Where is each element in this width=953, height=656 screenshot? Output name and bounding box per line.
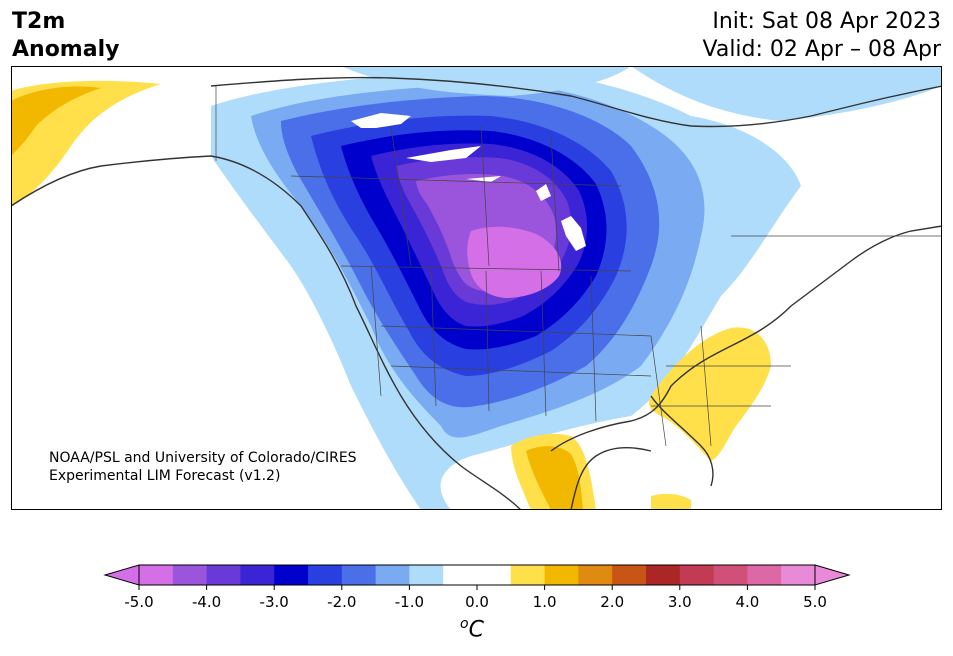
warm-anomaly-southeast xyxy=(649,327,771,461)
colorbar-ticks: -5.0 -4.0 -3.0 -2.0 -1.0 0.0 1.0 2.0 3.0 4.0 5.0 xyxy=(124,585,827,611)
cold-anomaly-level-9 xyxy=(467,226,562,298)
colorbar-tick-label: -2.0 xyxy=(327,593,356,611)
colorbar-swatch xyxy=(206,565,241,585)
credit-line-2: Experimental LIM Forecast (v1.2) xyxy=(49,468,281,484)
forecast-dates: Init: Sat 08 Apr 2023 Valid: 02 Apr – 08… xyxy=(703,8,942,64)
anomaly-map xyxy=(11,66,942,510)
colorbar-tick-label: -3.0 xyxy=(260,593,289,611)
warm-anomaly-alaska-core xyxy=(11,86,101,156)
warm-anomaly-gulf-core xyxy=(526,446,583,510)
colorbar-swatch xyxy=(679,565,715,585)
lake-3 xyxy=(466,176,501,182)
colorbar-tick-label: -4.0 xyxy=(192,593,221,611)
colorbar-unit: oC xyxy=(460,616,484,642)
map-title: T2m Anomaly xyxy=(12,8,119,64)
colorbar-swatch xyxy=(747,565,782,585)
colorbar-swatch xyxy=(612,565,647,585)
unit-letter: C xyxy=(468,617,484,643)
cold-anomaly-greenland-edge xyxy=(631,66,942,121)
colorbar-swatch xyxy=(274,565,309,585)
lake-5 xyxy=(561,216,586,251)
credit-text: NOAA/PSL and University of Colorado/CIRE… xyxy=(49,449,357,485)
colorbar-tick-label: 0.0 xyxy=(465,593,489,611)
colorbar-swatch xyxy=(341,565,377,585)
colorbar-swatch xyxy=(375,565,410,585)
political-borders xyxy=(215,86,942,447)
colorbar-low-extend xyxy=(103,564,140,586)
colorbar-swatch xyxy=(477,565,512,585)
colorbar-swatch xyxy=(646,565,681,585)
warm-anomaly-caribbean xyxy=(651,493,691,510)
colorbar-swatch xyxy=(139,565,174,585)
colorbar-tick-label: 2.0 xyxy=(600,593,624,611)
colorbar-swatch xyxy=(409,565,444,585)
colorbar-swatch xyxy=(172,565,208,585)
colorbar-swatch xyxy=(578,565,613,585)
colorbar-swatch xyxy=(510,565,546,585)
colorbar-high-extend xyxy=(814,564,851,586)
colorbar-tick-label: -5.0 xyxy=(124,593,153,611)
title-line-1: T2m xyxy=(12,9,66,34)
lake-1 xyxy=(351,113,411,128)
unit-degree: o xyxy=(460,616,469,632)
lake-4 xyxy=(536,184,551,201)
cold-anomaly-arctic xyxy=(341,66,631,96)
init-date: Init: Sat 08 Apr 2023 xyxy=(712,9,941,34)
title-line-2: Anomaly xyxy=(12,37,120,62)
colorbar-tick-label: 1.0 xyxy=(533,593,557,611)
colorbar-tick-label: 4.0 xyxy=(735,593,759,611)
colorbar-tick-label: 3.0 xyxy=(668,593,692,611)
colorbar-swatch xyxy=(443,565,478,585)
colorbar-swatch xyxy=(544,565,579,585)
colorbar-tick-label: 5.0 xyxy=(803,593,827,611)
credit-line-1: NOAA/PSL and University of Colorado/CIRE… xyxy=(49,450,357,466)
colorbar-swatch xyxy=(308,565,343,585)
lake-2 xyxy=(406,146,481,162)
valid-range: Valid: 02 Apr – 08 Apr xyxy=(702,37,942,62)
coastlines xyxy=(11,76,942,510)
colorbar: -5.0 -4.0 -3.0 -2.0 -1.0 0.0 1.0 2.0 3.0 4.0 5.0 xyxy=(103,564,851,611)
colorbar-tick-label: -1.0 xyxy=(395,593,424,611)
cold-anomaly-labrador xyxy=(741,146,787,196)
colorbar-swatch xyxy=(240,565,275,585)
colorbar-swatches xyxy=(139,565,816,585)
colorbar-swatch xyxy=(713,565,748,585)
colorbar-swatch xyxy=(781,565,816,585)
